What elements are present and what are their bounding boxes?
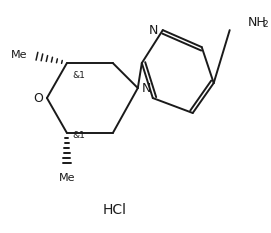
Text: 2: 2: [263, 20, 268, 29]
Text: O: O: [33, 92, 43, 105]
Text: Me: Me: [59, 173, 75, 183]
Text: N: N: [142, 82, 151, 95]
Text: Me: Me: [11, 50, 27, 60]
Text: &1: &1: [72, 71, 85, 80]
Text: &1: &1: [72, 131, 85, 140]
Text: N: N: [149, 24, 159, 37]
Text: NH: NH: [248, 16, 266, 29]
Text: HCl: HCl: [103, 203, 127, 217]
